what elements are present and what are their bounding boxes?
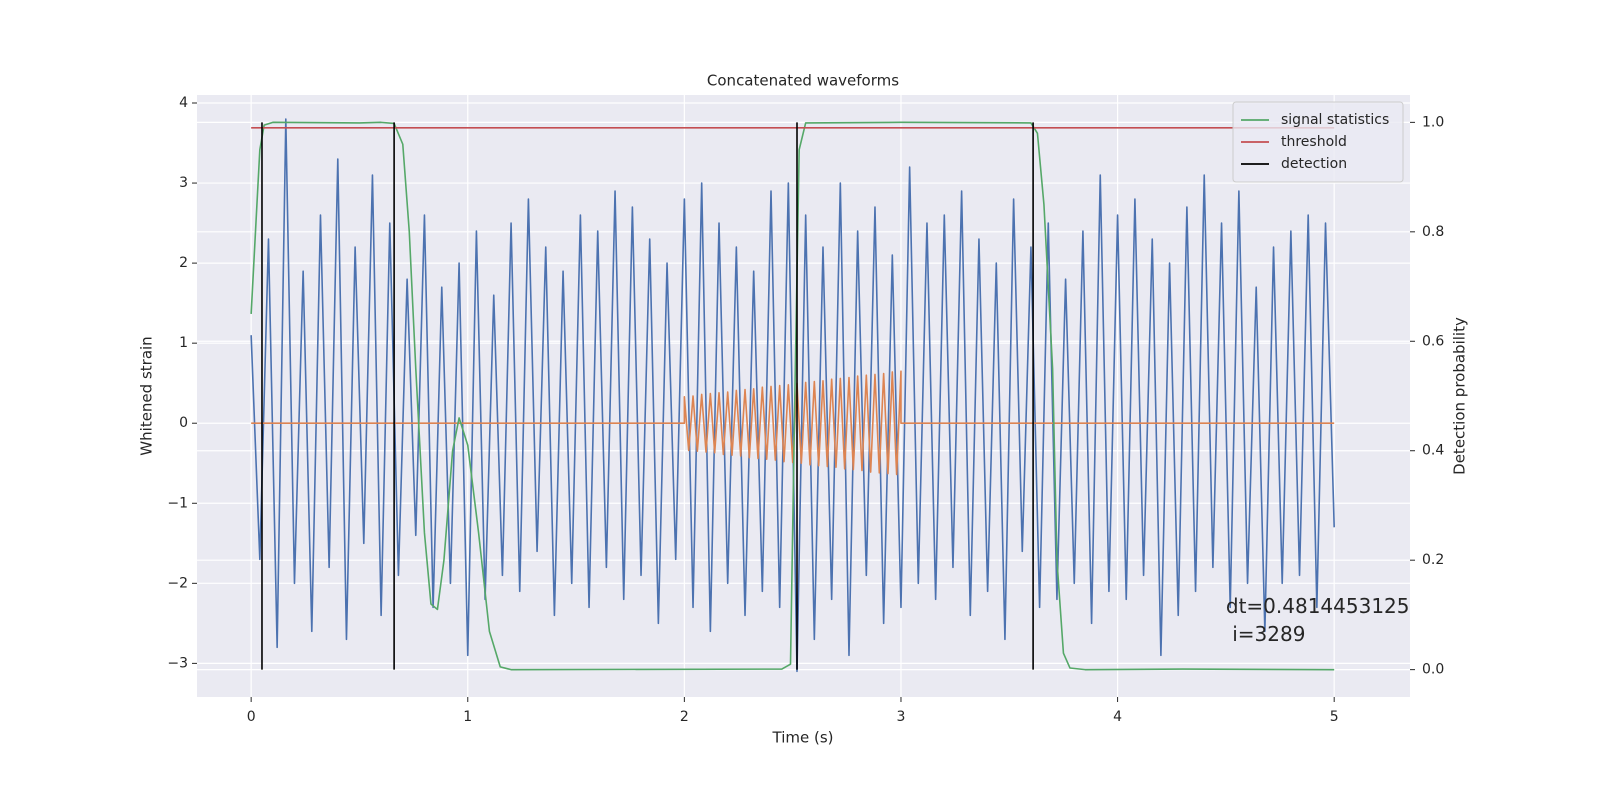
- y-tick-label: 3: [179, 175, 188, 191]
- y2-tick-label: 1.0: [1422, 114, 1444, 130]
- y2-tick-label: 0.0: [1422, 662, 1444, 678]
- y-tick-label: −3: [167, 655, 188, 671]
- annotation: dt=0.4814453125: [1226, 594, 1410, 618]
- y2-tick-label: 0.4: [1422, 443, 1444, 459]
- y2-axis-label: Detection probability: [1451, 317, 1469, 475]
- legend-label: threshold: [1281, 134, 1347, 150]
- x-tick-label: 4: [1113, 709, 1122, 725]
- plot-series: [250, 118, 1335, 673]
- x-tick-label: 3: [897, 709, 906, 725]
- x-tick-label: 0: [247, 709, 256, 725]
- y2-tick-label: 0.2: [1422, 552, 1444, 568]
- x-tick-label: 5: [1330, 709, 1339, 725]
- y2-tick-label: 0.8: [1422, 224, 1444, 240]
- x-tick-label: 1: [463, 709, 472, 725]
- y-tick-label: 1: [179, 335, 188, 351]
- y-tick-label: 0: [179, 415, 188, 431]
- y-tick-label: 4: [179, 95, 188, 111]
- series-line: [251, 370, 1335, 476]
- y2-tick-label: 0.6: [1422, 333, 1444, 349]
- y-tick-label: 2: [179, 255, 188, 271]
- series-line: [250, 118, 1335, 673]
- chart-title: Concatenated waveforms: [707, 72, 899, 90]
- y-tick-label: −2: [167, 575, 188, 591]
- plot-area: [197, 95, 1410, 697]
- legend-label: signal statistics: [1281, 112, 1389, 128]
- legend-box: [1232, 101, 1404, 183]
- legend-label: detection: [1281, 156, 1347, 172]
- y-tick-label: −1: [167, 495, 188, 511]
- y-axis-label: Whitened strain: [138, 336, 156, 455]
- series-line: [250, 121, 1335, 671]
- x-axis-label: Time (s): [772, 729, 834, 747]
- x-tick-label: 2: [680, 709, 689, 725]
- annotation: i=3289: [1226, 622, 1306, 646]
